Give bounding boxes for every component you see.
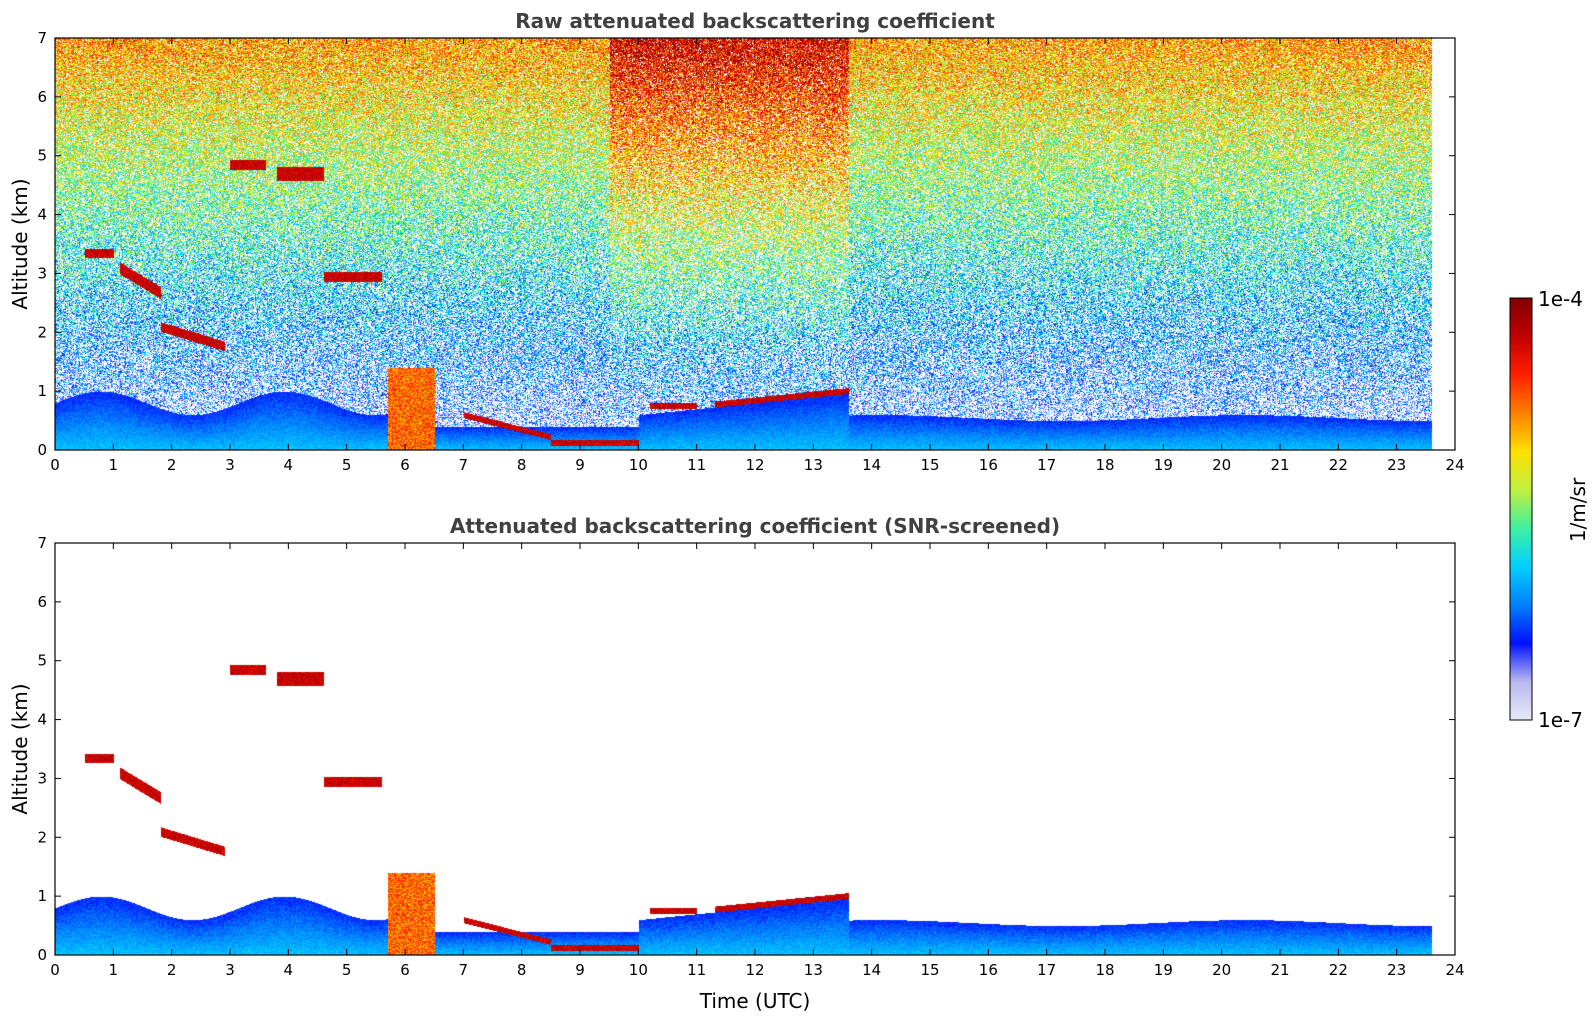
x-tick-label: 22 bbox=[1329, 456, 1348, 474]
x-tick-label: 21 bbox=[1270, 961, 1289, 979]
x-tick-label: 6 bbox=[400, 456, 410, 474]
x-tick-label: 17 bbox=[1037, 961, 1056, 979]
y-tick-label: 3 bbox=[37, 264, 47, 282]
x-tick-label: 0 bbox=[50, 961, 60, 979]
y-tick-label: 1 bbox=[37, 887, 47, 905]
y-tick-label: 1 bbox=[37, 382, 47, 400]
x-tick-label: 5 bbox=[342, 961, 352, 979]
x-tick-label: 17 bbox=[1037, 456, 1056, 474]
x-tick-label: 23 bbox=[1387, 961, 1406, 979]
x-tick-label: 2 bbox=[167, 961, 177, 979]
panel-1-title: Raw attenuated backscattering coefficien… bbox=[515, 9, 995, 33]
panel-1-ylabel: Altitude (km) bbox=[8, 178, 32, 309]
x-tick-label: 0 bbox=[50, 456, 60, 474]
colorbar-min-label: 1e-7 bbox=[1538, 708, 1583, 732]
x-tick-label: 13 bbox=[804, 961, 823, 979]
colorbar-unit-label: 1/m/sr bbox=[1566, 477, 1590, 542]
panel-2-x-axis: 0 1 2 3 4 5 6 7 8 9 10 11 12 13 14 15 16 17 18 19 20 21 22 23 24 bbox=[50, 543, 1465, 979]
x-tick-label: 6 bbox=[400, 961, 410, 979]
panel-screened: Attenuated backscattering coefficient (S… bbox=[8, 514, 1465, 1013]
x-tick-label: 12 bbox=[745, 961, 764, 979]
panel-1-heatmap bbox=[55, 38, 1455, 450]
x-tick-label: 10 bbox=[629, 456, 648, 474]
x-tick-label: 4 bbox=[284, 961, 294, 979]
x-tick-label: 16 bbox=[979, 456, 998, 474]
y-tick-label: 4 bbox=[37, 206, 47, 224]
x-tick-label: 13 bbox=[804, 456, 823, 474]
x-tick-label: 5 bbox=[342, 456, 352, 474]
panel-raw: Raw attenuated backscattering coefficien… bbox=[8, 9, 1465, 474]
y-tick-label: 3 bbox=[37, 769, 47, 787]
x-tick-label: 3 bbox=[225, 961, 235, 979]
y-tick-label: 2 bbox=[37, 323, 47, 341]
x-tick-label: 19 bbox=[1154, 961, 1173, 979]
y-tick-label: 7 bbox=[37, 29, 47, 47]
y-tick-label: 2 bbox=[37, 828, 47, 846]
x-tick-label: 12 bbox=[745, 456, 764, 474]
y-tick-label: 7 bbox=[37, 534, 47, 552]
x-tick-label: 24 bbox=[1445, 456, 1464, 474]
panel-2-xlabel: Time (UTC) bbox=[699, 989, 811, 1013]
x-tick-label: 22 bbox=[1329, 961, 1348, 979]
panel-2-title: Attenuated backscattering coefficient (S… bbox=[450, 514, 1060, 538]
x-tick-label: 10 bbox=[629, 961, 648, 979]
colorbar-max-label: 1e-4 bbox=[1538, 287, 1583, 311]
y-tick-label: 0 bbox=[37, 441, 47, 459]
x-tick-label: 8 bbox=[517, 456, 527, 474]
y-tick-label: 0 bbox=[37, 946, 47, 964]
x-tick-label: 9 bbox=[575, 456, 585, 474]
x-tick-label: 18 bbox=[1095, 961, 1114, 979]
x-tick-label: 15 bbox=[920, 961, 939, 979]
y-tick-label: 4 bbox=[37, 711, 47, 729]
x-tick-label: 19 bbox=[1154, 456, 1173, 474]
colorbar-gradient bbox=[1509, 297, 1533, 721]
x-tick-label: 9 bbox=[575, 961, 585, 979]
x-tick-label: 8 bbox=[517, 961, 527, 979]
x-tick-label: 18 bbox=[1095, 456, 1114, 474]
colorbar: 1e-4 1e-7 1/m/sr bbox=[1509, 287, 1590, 732]
panel-1-x-axis: 0 1 2 3 4 5 6 7 8 9 10 11 12 13 14 15 16 17 18 19 20 21 22 23 24 bbox=[50, 38, 1465, 474]
y-tick-label: 6 bbox=[37, 593, 47, 611]
panel-2-y-axis: 0 1 2 3 4 5 6 7 bbox=[37, 534, 1455, 964]
x-tick-label: 14 bbox=[862, 456, 881, 474]
panel-2-ylabel: Altitude (km) bbox=[8, 683, 32, 814]
x-tick-label: 7 bbox=[459, 961, 469, 979]
x-tick-label: 1 bbox=[109, 456, 119, 474]
x-tick-label: 11 bbox=[687, 456, 706, 474]
x-tick-label: 20 bbox=[1212, 961, 1231, 979]
x-tick-label: 21 bbox=[1270, 456, 1289, 474]
x-tick-label: 3 bbox=[225, 456, 235, 474]
x-tick-label: 11 bbox=[687, 961, 706, 979]
panel-1-y-axis: 0 1 2 3 4 5 6 7 bbox=[37, 29, 1455, 459]
x-tick-label: 14 bbox=[862, 961, 881, 979]
x-tick-label: 1 bbox=[109, 961, 119, 979]
panel-2-heatmap bbox=[55, 543, 1455, 955]
x-tick-label: 23 bbox=[1387, 456, 1406, 474]
x-tick-label: 4 bbox=[284, 456, 294, 474]
y-tick-label: 5 bbox=[37, 147, 47, 165]
x-tick-label: 7 bbox=[459, 456, 469, 474]
x-tick-label: 2 bbox=[167, 456, 177, 474]
y-tick-label: 6 bbox=[37, 88, 47, 106]
y-tick-label: 5 bbox=[37, 652, 47, 670]
x-tick-label: 24 bbox=[1445, 961, 1464, 979]
x-tick-label: 15 bbox=[920, 456, 939, 474]
x-tick-label: 16 bbox=[979, 961, 998, 979]
x-tick-label: 20 bbox=[1212, 456, 1231, 474]
